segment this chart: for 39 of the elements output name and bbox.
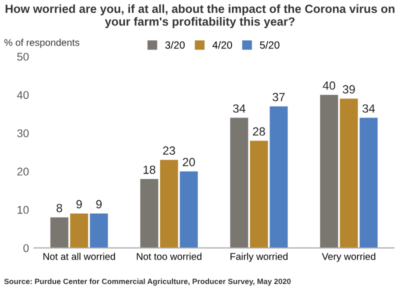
x-tick-label: Very worried <box>322 252 376 262</box>
bar <box>160 160 178 248</box>
data-label: 9 <box>76 200 82 208</box>
bar <box>230 118 248 248</box>
data-label: 39 <box>342 85 355 94</box>
x-tick-label: Not at all worried <box>43 252 115 260</box>
legend-label: 3/20 <box>165 41 185 49</box>
bar <box>250 140 268 248</box>
x-tick-label: Fairly worried <box>230 252 288 262</box>
data-label: 23 <box>163 146 176 155</box>
bar <box>50 217 68 248</box>
data-label: 20 <box>182 158 195 166</box>
data-label: 34 <box>233 104 246 113</box>
bar <box>320 94 338 248</box>
data-label: 34 <box>362 104 375 113</box>
legend-label: 5/20 <box>260 41 280 49</box>
bar <box>360 118 378 248</box>
y-tick-label: 10 <box>18 206 29 214</box>
bar <box>70 214 88 248</box>
legend-label: 4/20 <box>212 41 232 49</box>
x-tick-label: Not too worried <box>136 252 202 260</box>
y-tick-label: 0 <box>23 244 29 252</box>
bar <box>340 98 358 248</box>
bar <box>140 179 158 248</box>
y-tick-label: 20 <box>17 168 29 176</box>
data-label: 28 <box>252 127 266 136</box>
bar <box>180 171 198 248</box>
data-label: 9 <box>96 200 102 208</box>
y-tick-label: 40 <box>17 91 29 99</box>
data-label: 40 <box>322 81 336 90</box>
bar <box>90 214 108 248</box>
data-label: 37 <box>272 92 285 102</box>
data-label: 18 <box>144 166 156 174</box>
data-label: 8 <box>56 204 62 212</box>
bar <box>270 106 288 248</box>
y-tick-label: 50 <box>17 52 29 61</box>
y-axis-title: % of respondents <box>4 38 80 48</box>
chart-title: How worried are you, if at all, about the impact of the Corona virus on your farm's profitability this year? <box>6 4 394 28</box>
y-tick-label: 30 <box>17 129 29 138</box>
